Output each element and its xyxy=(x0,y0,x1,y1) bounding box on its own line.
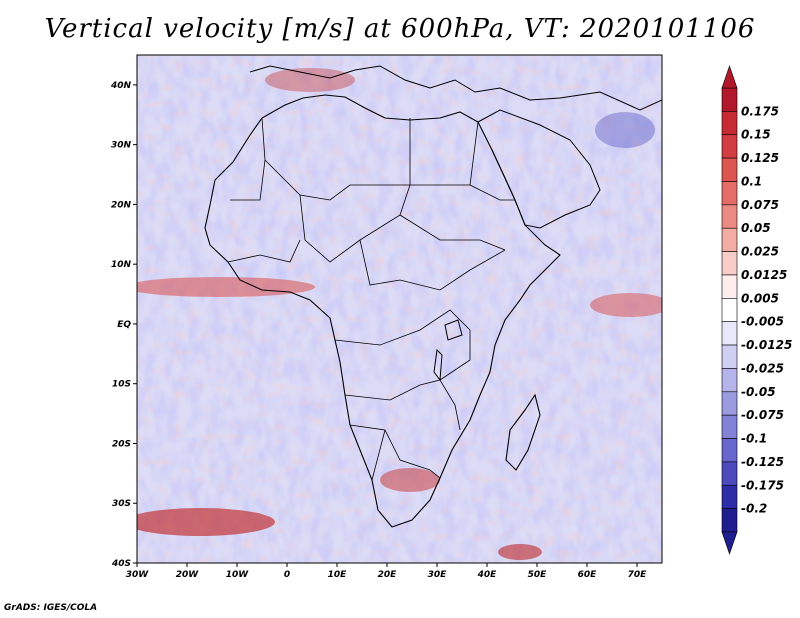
africa-coastline xyxy=(204,94,561,528)
colorbar-segment xyxy=(721,508,738,533)
itcz-band xyxy=(137,277,315,297)
colorbar-label: 0.05 xyxy=(741,221,771,235)
colorbar-label: -0.025 xyxy=(741,361,784,375)
lat-tick-label: 10N xyxy=(111,260,132,270)
lat-tick-label: 20N xyxy=(111,200,132,210)
lon-tick-label: 10W xyxy=(226,570,250,580)
country-borders xyxy=(227,117,515,481)
longitude-axis: 30W 20W 10W 0 10E 20E 30E 40E 50E 60E 70E xyxy=(126,563,647,580)
lon-tick-label: 30W xyxy=(126,570,150,580)
colorbar-segment xyxy=(721,321,738,346)
colorbar-label: 0.175 xyxy=(741,104,779,118)
colorbar-segment xyxy=(721,274,738,299)
colorbar-label: 0.125 xyxy=(741,151,779,165)
mediterranean-band xyxy=(265,68,355,92)
europe-coast xyxy=(249,65,662,111)
colorbar-segment xyxy=(721,227,738,252)
colorbar-label: 0.005 xyxy=(741,291,779,305)
colorbar-label: -0.175 xyxy=(741,478,784,492)
map-field xyxy=(137,55,662,563)
south-atlantic-band xyxy=(137,508,275,536)
colorbar-segment xyxy=(721,368,738,393)
colorbar-segment xyxy=(721,181,738,206)
lat-tick-label: 40S xyxy=(111,559,131,569)
colorbar-segment xyxy=(721,134,738,159)
lat-tick-label: EQ xyxy=(117,320,131,330)
colorbar-label: 0.075 xyxy=(741,198,779,212)
grads-credit: GrADS: IGES/COLA xyxy=(4,603,98,613)
lat-tick-label: 30S xyxy=(112,499,131,509)
colorbar-segment xyxy=(721,344,738,369)
lon-tick-label: 20W xyxy=(176,570,200,580)
colorbar-label: 0.1 xyxy=(741,174,762,188)
madagascar-outline xyxy=(505,393,541,471)
colorbar-segment xyxy=(721,391,738,416)
colorbar-label: 0.15 xyxy=(741,128,771,142)
lon-tick-label: 50E xyxy=(528,570,548,580)
lon-tick-label: 10E xyxy=(328,570,348,580)
chart-title: Vertical velocity [m/s] at 600hPa, VT: 2… xyxy=(44,14,756,44)
lat-tick-label: 10S xyxy=(112,380,131,390)
colorbar-label: -0.05 xyxy=(741,385,776,399)
latitude-axis: 40N 30N 20N 10N EQ 10S 20S 30S 40S xyxy=(110,81,137,569)
lon-tick-label: 70E xyxy=(628,570,648,580)
colorbar-segment xyxy=(721,251,738,276)
lon-tick-label: 40E xyxy=(477,570,498,580)
colorbar-bottom-arrow xyxy=(721,531,738,555)
colorbar-label: -0.0125 xyxy=(741,338,792,352)
madagascar-south-band xyxy=(498,544,542,560)
colorbar-segment xyxy=(721,111,738,136)
lake-tanganyika xyxy=(433,348,443,382)
colorbar-label: 0.0125 xyxy=(741,268,787,282)
lon-tick-label: 30E xyxy=(428,570,448,580)
colorbar-label: -0.1 xyxy=(741,432,767,446)
colorbar-label: -0.125 xyxy=(741,455,784,469)
colorbar: 0.175 0.15 0.125 0.1 0.075 0.05 0.025 0.0125 0.0… xyxy=(721,65,792,555)
map-frame xyxy=(136,54,663,564)
colorbar-segment xyxy=(721,87,738,112)
colorbar-segment xyxy=(721,438,738,463)
colorbar-label: -0.075 xyxy=(741,408,784,422)
lat-tick-label: 20S xyxy=(112,439,131,449)
colorbar-segment xyxy=(721,461,738,486)
colorbar-segment xyxy=(721,298,738,322)
colorbar-segment xyxy=(721,157,738,182)
colorbar-label: -0.005 xyxy=(741,315,784,329)
lat-tick-label: 30N xyxy=(111,141,132,151)
lon-tick-label: 20E xyxy=(378,570,398,580)
colorbar-segment xyxy=(721,484,738,509)
colorbar-label: 0.025 xyxy=(741,245,779,259)
south-africa-band xyxy=(380,468,440,492)
lake-victoria xyxy=(444,319,463,341)
colorbar-label: -0.2 xyxy=(741,502,767,516)
lon-tick-label: 60E xyxy=(578,570,598,580)
lat-tick-label: 40N xyxy=(110,81,132,91)
asia-blue-patch xyxy=(595,112,655,148)
colorbar-top-arrow xyxy=(721,65,738,89)
lon-tick-label: 0 xyxy=(284,570,290,580)
indian-ocean-band xyxy=(590,293,662,317)
colorbar-segment xyxy=(721,204,738,229)
colorbar-segment xyxy=(721,414,738,439)
